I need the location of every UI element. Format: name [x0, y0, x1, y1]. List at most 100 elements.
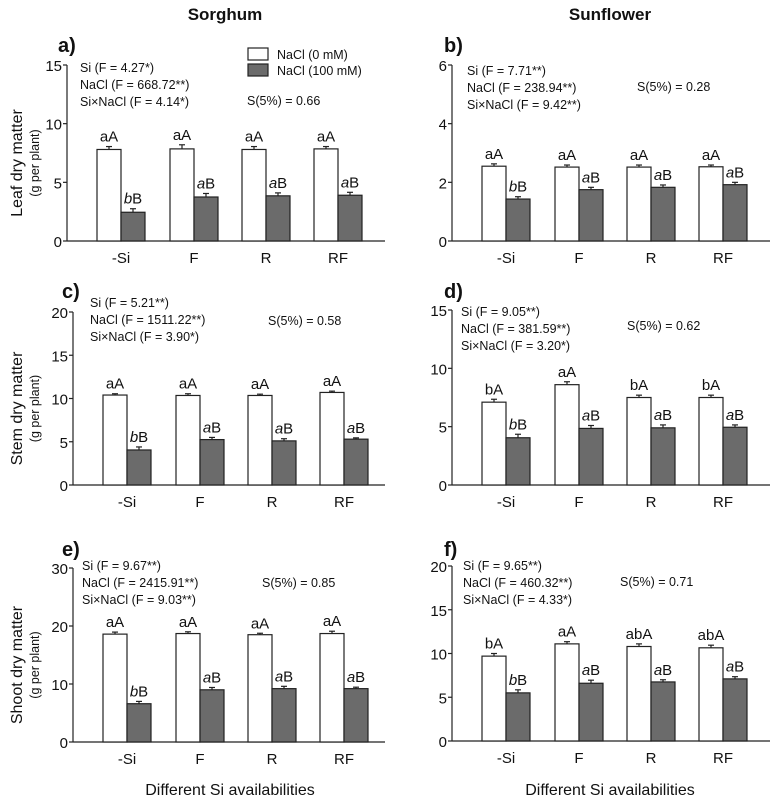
column-title-sunflower: Sunflower [569, 5, 652, 24]
anova-stat: Si (F = 9.65**) [463, 559, 542, 573]
bar-nacl-100mm [126, 703, 152, 743]
bar-nacl-0mm [241, 148, 267, 242]
anova-stat: NaCl (F = 2415.91**) [82, 576, 198, 590]
bar-nacl-100mm [722, 426, 748, 486]
significance-label: abA [698, 627, 725, 644]
lsd-value: S(5%) = 0.71 [620, 575, 693, 589]
y-tick-label: 15 [430, 603, 447, 620]
significance-label: aB [726, 407, 744, 424]
bar-nacl-0mm [247, 394, 273, 486]
x-tick-label: RF [334, 751, 354, 768]
y-tick-label: 4 [439, 117, 447, 134]
bar-nacl-100mm [722, 184, 748, 242]
panel-f: f) 0 5 10 15 20 Si (F = 9.65**) NaCl (F = 460.3… [430, 539, 770, 767]
bar-nacl-0mm [102, 633, 128, 743]
significance-label: aA [106, 614, 124, 631]
panel-label: f) [444, 539, 457, 561]
significance-label: aB [341, 174, 359, 191]
bar-nacl-0mm [626, 645, 652, 742]
y-tick-label: 10 [430, 361, 447, 378]
x-tick-label: R [646, 250, 657, 267]
anova-stat: Si×NaCl (F = 9.42**) [467, 98, 581, 112]
significance-label: bA [702, 377, 720, 394]
y-tick-label: 0 [439, 478, 447, 495]
bar-nacl-100mm [505, 692, 531, 742]
significance-label: aB [582, 169, 600, 186]
bar-nacl-100mm [343, 688, 369, 743]
significance-label: bA [485, 636, 503, 653]
y-tick-label: 5 [439, 420, 447, 437]
significance-label: aB [582, 408, 600, 425]
significance-label: aA [179, 376, 197, 393]
significance-label: aB [347, 669, 365, 686]
bar-nacl-100mm [650, 681, 676, 742]
x-tick-label: -Si [497, 250, 515, 267]
bar-nacl-100mm [505, 437, 531, 486]
significance-label: aB [203, 419, 221, 436]
bar-nacl-100mm [126, 449, 152, 486]
y-tick-label: 0 [60, 478, 68, 495]
anova-stat: NaCl (F = 460.32**) [463, 576, 572, 590]
bar-nacl-0mm [169, 148, 195, 242]
legend-label-100mm: NaCl (100 mM) [277, 64, 362, 78]
panel-d: d) 0 5 10 15 Si (F = 9.05**) NaCl (F = 381.59*… [430, 281, 770, 511]
y-tick-label: 10 [430, 647, 447, 664]
anova-stat: Si×NaCl (F = 3.20*) [461, 339, 570, 353]
anova-stat: Si×NaCl (F = 9.03**) [82, 593, 196, 607]
bar-nacl-0mm [481, 655, 507, 742]
y-tick-label: 20 [51, 305, 68, 322]
bar-nacl-0mm [626, 166, 652, 242]
legend-swatch-100mm [247, 63, 269, 77]
anova-stat: Si (F = 4.27*) [80, 61, 154, 75]
legend-label-0mm: NaCl (0 mM) [277, 48, 348, 62]
bar-nacl-0mm [698, 396, 724, 486]
y-axis-label: Stem dry matter [9, 351, 26, 465]
bar-nacl-100mm [265, 195, 291, 242]
x-axis-label-sunflower: Different Si availabilities [525, 782, 695, 799]
anova-stat: NaCl (F = 238.94**) [467, 81, 576, 95]
bar-nacl-100mm [650, 427, 676, 486]
bar-nacl-0mm [96, 148, 122, 242]
y-tick-label: 15 [51, 348, 68, 365]
y-tick-label: 15 [45, 58, 62, 75]
significance-label: bB [509, 672, 527, 689]
significance-label: aA [245, 129, 263, 146]
x-tick-label: -Si [497, 750, 515, 767]
x-tick-label: F [195, 751, 204, 768]
significance-label: aB [726, 164, 744, 181]
significance-label: aA [251, 615, 269, 632]
bar-nacl-0mm [247, 634, 273, 743]
x-tick-label: R [646, 750, 657, 767]
bar-nacl-100mm [120, 211, 146, 242]
lsd-value: S(5%) = 0.58 [268, 314, 341, 328]
bar-nacl-100mm [650, 186, 676, 242]
significance-label: aA [630, 147, 648, 164]
x-tick-label: F [195, 494, 204, 511]
legend-swatch-0mm [247, 47, 269, 61]
panel-c: c) 0 5 10 15 20 Stem dry matter (g per plant) Si… [9, 281, 385, 511]
significance-label: aA [485, 146, 503, 163]
y-tick-label: 5 [54, 175, 62, 192]
significance-label: aB [347, 420, 365, 437]
significance-label: bB [509, 179, 527, 196]
bar-nacl-100mm [199, 689, 225, 743]
y-tick-label: 0 [439, 734, 447, 751]
panel-label: b) [444, 35, 463, 57]
lsd-value: S(5%) = 0.62 [627, 319, 700, 333]
x-tick-label: RF [713, 494, 733, 511]
y-tick-label: 5 [60, 435, 68, 452]
bar-nacl-0mm [626, 396, 652, 486]
x-tick-label: RF [713, 750, 733, 767]
panel-label: c) [62, 281, 80, 303]
x-tick-label: R [261, 250, 272, 267]
panel-e: e) 0 10 20 30 Shoot dry matter (g per plant) Si… [9, 539, 385, 768]
significance-label: aA [251, 376, 269, 393]
bar-nacl-100mm [271, 688, 297, 743]
x-tick-label: R [267, 751, 278, 768]
x-tick-label: RF [328, 250, 348, 267]
x-axis-label-sorghum: Different Si availabilities [145, 782, 315, 799]
y-axis-label: Leaf dry matter [9, 109, 26, 217]
y-axis-label: Shoot dry matter [9, 605, 26, 724]
significance-label: aA [179, 614, 197, 631]
x-tick-label: F [189, 250, 198, 267]
